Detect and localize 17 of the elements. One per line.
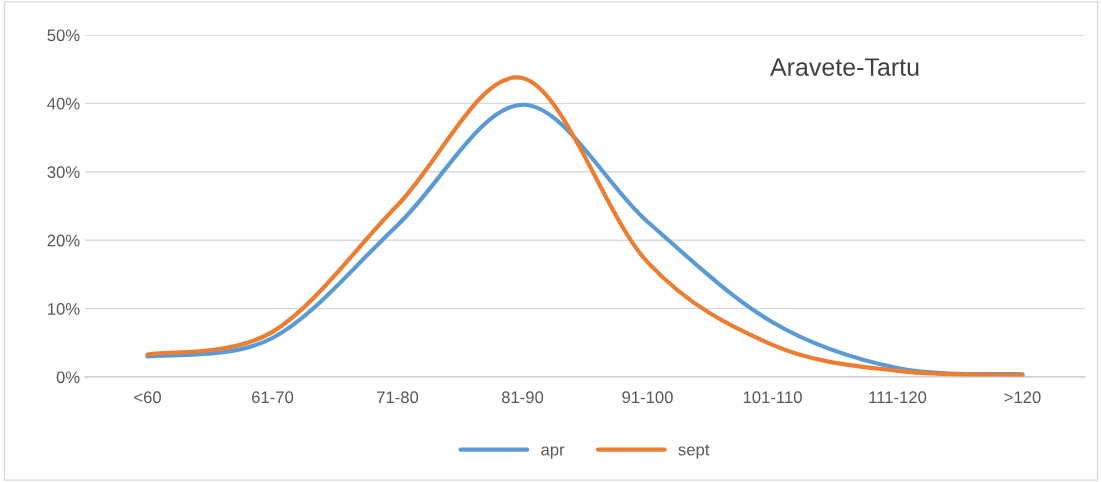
x-tick-label: >120 [1004,391,1041,404]
y-tick-label: 40% [47,97,80,110]
y-tick-label: 10% [48,303,80,315]
text: Aravete-Tartu [770,58,919,76]
x-tick-label: 101-110 [743,391,802,404]
x-tick-label: 91-100 [622,391,673,404]
legend-label: apr [541,446,565,459]
y-tick-label: 30% [47,166,80,178]
y-tick-label: 50% [47,29,80,42]
y-tick-label: 20% [47,234,80,247]
x-tick-label: 81-90 [501,391,544,404]
x-tick-label: 61-70 [252,391,294,404]
x-tick-label: 111-120 [869,391,927,404]
legend-label: sept [678,444,710,459]
y-tick-label: 0% [56,371,80,384]
x-tick-label: 71-80 [377,391,419,404]
x-tick-label: <60 [134,391,161,404]
